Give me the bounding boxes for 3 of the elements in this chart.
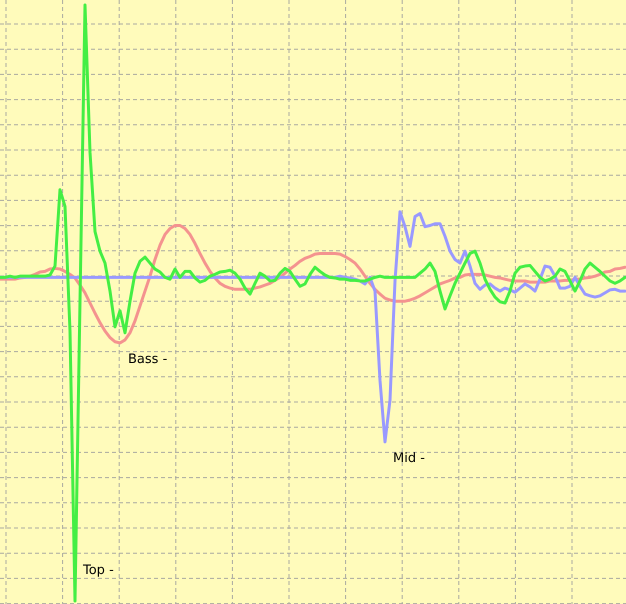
series-label: Bass - bbox=[128, 352, 168, 367]
series-label: Mid - bbox=[393, 450, 426, 466]
series-label: Top - bbox=[82, 563, 114, 578]
